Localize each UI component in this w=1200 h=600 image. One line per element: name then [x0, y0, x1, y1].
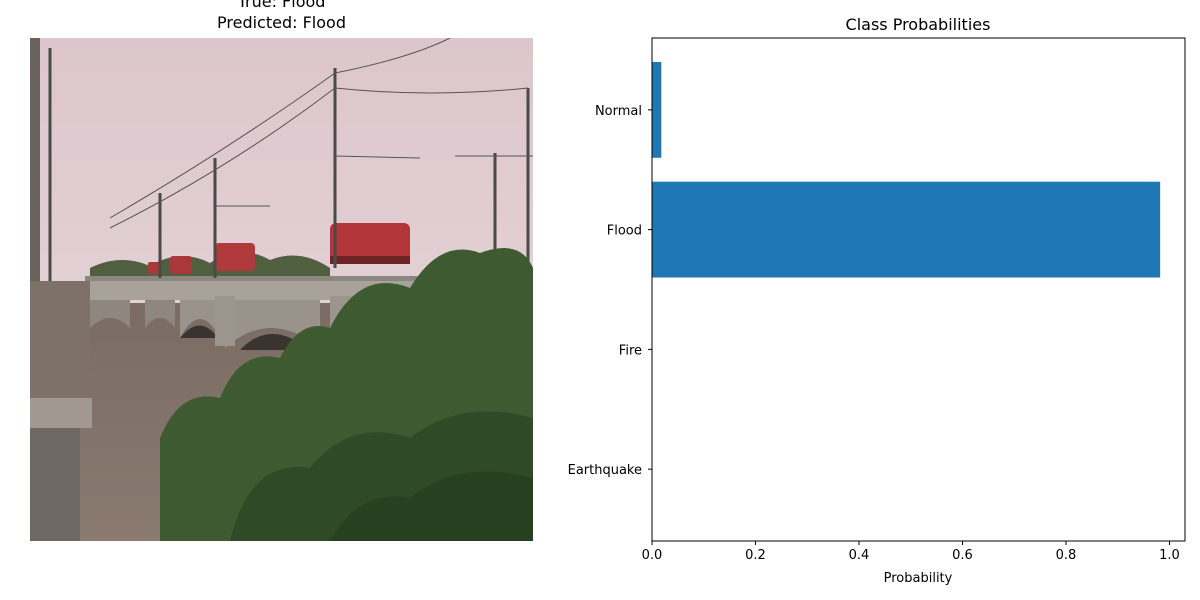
- y-tick-label-normal: Normal: [595, 104, 642, 119]
- bar-normal: [652, 61, 662, 158]
- x-tick-label: 0.6: [952, 548, 973, 563]
- chart-title: Class Probabilities: [846, 15, 991, 34]
- y-tick-label-fire: Fire: [619, 343, 642, 358]
- y-tick-label-flood: Flood: [607, 224, 642, 239]
- x-axis-label: Probability: [884, 571, 953, 586]
- x-tick-label: 0.8: [1056, 548, 1077, 563]
- x-tick-label: 0.4: [849, 548, 870, 563]
- y-tick-label-earthquake: Earthquake: [568, 463, 642, 478]
- plot-frame: [651, 37, 1186, 542]
- x-tick-label: 0.2: [745, 548, 766, 563]
- bar-flood: [652, 181, 1161, 278]
- train-bridge-flood-photo: [30, 38, 533, 541]
- photo-predicted-label: Predicted: Flood: [217, 13, 346, 32]
- photo-true-label: True: Flood: [237, 0, 326, 11]
- x-tick-label: 0.0: [642, 548, 663, 563]
- x-tick-label: 1.0: [1159, 548, 1180, 563]
